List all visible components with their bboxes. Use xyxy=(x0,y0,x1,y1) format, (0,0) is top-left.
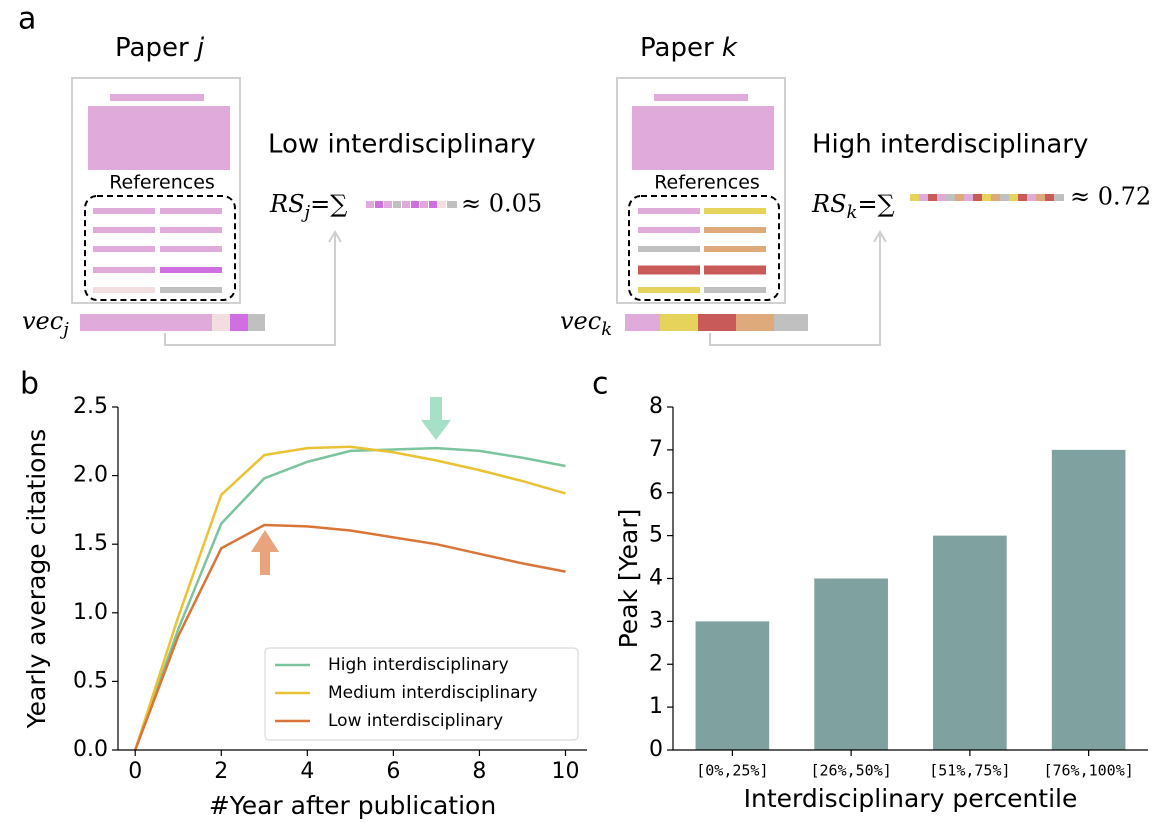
x-tick-label: 8 xyxy=(472,759,486,784)
paper-heading xyxy=(654,94,748,101)
y-tick-label: 1.0 xyxy=(73,600,108,625)
vec-subscript: k xyxy=(601,319,612,340)
vector-bar xyxy=(80,314,265,331)
x-tick-label: 10 xyxy=(551,759,579,784)
y-tick-label: 8 xyxy=(649,394,663,419)
x-tick-label: [51%,75%] xyxy=(929,762,1010,780)
term-strip xyxy=(910,194,1064,201)
bar xyxy=(933,535,1007,750)
y-tick-label: 2.0 xyxy=(73,463,108,488)
y-tick-label: 0 xyxy=(649,737,663,762)
line-series xyxy=(134,523,566,751)
score-subscript: k xyxy=(847,202,858,223)
x-axis-label: #Year after publication xyxy=(209,791,496,820)
vec-symbol: vec xyxy=(560,307,601,335)
line-series xyxy=(134,446,566,751)
vec-label: veck xyxy=(560,307,612,341)
bar xyxy=(1051,449,1126,750)
paper-id: j xyxy=(194,33,205,63)
references-box xyxy=(84,195,236,301)
paper-title: Paper j xyxy=(115,33,205,63)
x-tick-label: 4 xyxy=(300,759,314,784)
vec-symbol: vec xyxy=(22,307,63,335)
y-tick-label: 0.0 xyxy=(73,737,108,762)
paper-title: Paper k xyxy=(640,33,738,63)
sum: ∑ xyxy=(878,190,895,218)
references-label: References xyxy=(109,172,215,194)
score-approx: ≈ 0.72 xyxy=(1070,183,1151,211)
title-word: Paper xyxy=(640,33,714,63)
paper-id: k xyxy=(722,33,738,63)
score-symbol: RS xyxy=(811,190,847,218)
x-axis-label: Interdisciplinary percentile xyxy=(744,784,1078,813)
y-tick-label: 0.5 xyxy=(73,668,108,693)
paper-j: Paper j References Low interdisciplinary… xyxy=(22,33,542,346)
vec-subscript: j xyxy=(59,319,69,340)
y-tick-label: 1.5 xyxy=(73,531,108,556)
y-tick-label: 5 xyxy=(649,523,663,548)
legend-box xyxy=(264,647,579,741)
bar xyxy=(814,578,888,750)
paper-heading xyxy=(110,94,204,101)
reference-rows xyxy=(93,208,222,293)
y-tick-label: 2 xyxy=(649,651,663,676)
x-tick-label: [0%,25%] xyxy=(696,762,768,780)
x-tick-label: [76%,100%] xyxy=(1043,762,1133,780)
panel-letter: c xyxy=(592,367,609,402)
vec-label: vecj xyxy=(22,307,69,341)
y-tick-label: 3 xyxy=(649,608,663,633)
score-subscript: j xyxy=(301,202,311,223)
y-tick-label: 7 xyxy=(649,437,663,462)
y-axis-label: Yearly average citations xyxy=(22,429,51,730)
panel-letter: b xyxy=(20,367,39,402)
legend-label: High interdisciplinary xyxy=(328,655,509,675)
x-tick-label: 6 xyxy=(386,759,400,784)
x-tick-label: 2 xyxy=(214,759,228,784)
y-tick-label: 4 xyxy=(649,566,663,591)
connector-arrow xyxy=(709,230,887,346)
y-tick-label: 1 xyxy=(649,694,663,719)
score-symbol: RS xyxy=(269,190,305,218)
level-label: High interdisciplinary xyxy=(812,130,1088,160)
y-axis-label: Peak [Year] xyxy=(614,509,643,649)
sum: ∑ xyxy=(330,190,347,218)
legend-label: Low interdisciplinary xyxy=(328,711,503,731)
connector-arrow xyxy=(164,230,342,346)
formula: RSk=∑ xyxy=(811,190,895,224)
formula: RSj=∑ xyxy=(269,190,347,224)
y-tick-label: 6 xyxy=(649,480,663,505)
peak-arrow-high xyxy=(421,397,451,440)
panel-letter: a xyxy=(18,2,36,37)
vector-bar xyxy=(625,314,808,331)
paper-body xyxy=(88,106,230,170)
reference-rows xyxy=(638,208,766,293)
bar xyxy=(695,621,770,750)
paper-body xyxy=(632,106,774,170)
level-label: Low interdisciplinary xyxy=(268,130,536,160)
y-tick-label: 2.5 xyxy=(73,394,108,419)
equals: = xyxy=(857,190,877,218)
paper-k: Paper k References High interdisciplinar… xyxy=(560,33,1151,346)
line-series xyxy=(134,445,566,751)
references-box xyxy=(628,195,780,301)
equals: = xyxy=(310,190,330,218)
legend-label: Medium interdisciplinary xyxy=(328,683,538,703)
x-tick-label: [26%,50%] xyxy=(810,762,891,780)
term-strip xyxy=(366,201,457,208)
x-tick-label: 0 xyxy=(128,759,142,784)
references-label: References xyxy=(654,172,760,194)
score-approx: ≈ 0.05 xyxy=(461,190,542,218)
title-word: Paper xyxy=(115,33,189,63)
peak-arrow-low xyxy=(251,530,279,575)
